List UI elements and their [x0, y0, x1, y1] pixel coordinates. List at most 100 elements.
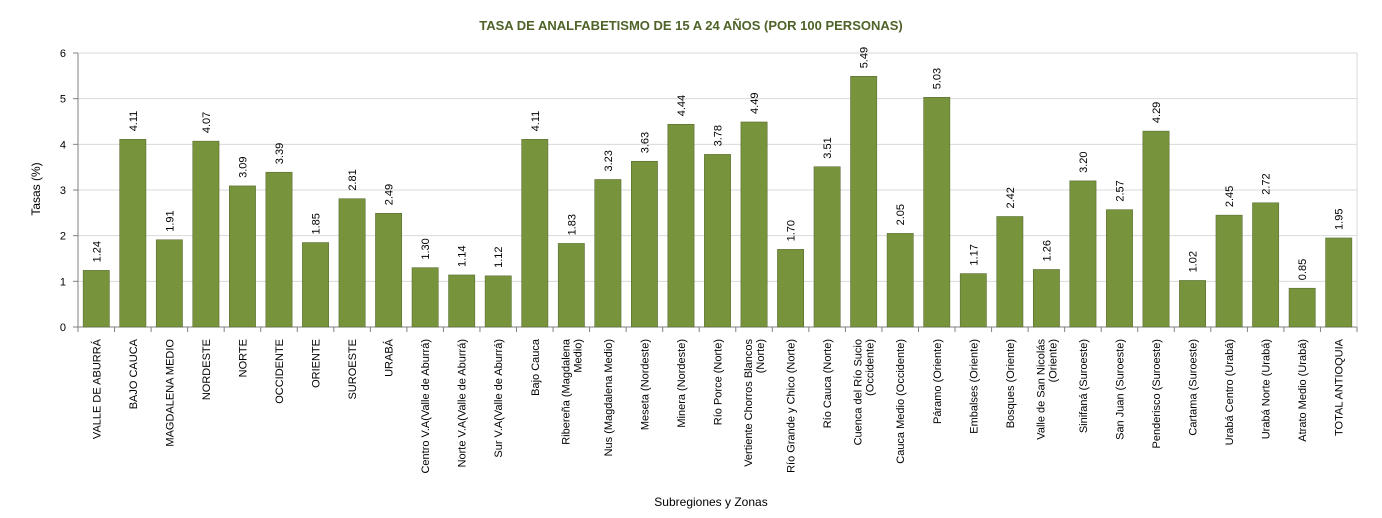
category-label: San Juan (Suroeste) [1114, 339, 1126, 440]
bar [704, 154, 731, 328]
data-label: 5.03 [932, 68, 944, 89]
category-label-line: BAJO CAUCA [128, 338, 140, 409]
category-label: TOTAL ANTIOQUIA [1334, 338, 1346, 436]
category-label-line: San Juan (Suroeste) [1114, 339, 1126, 440]
data-label: 4.11 [128, 111, 140, 132]
chart-title: TASA DE ANALFABETISMO DE 15 A 24 AÑOS (P… [479, 18, 903, 33]
y-tick-label: 1 [60, 276, 66, 288]
bar [338, 198, 366, 328]
y-tick-label: 5 [60, 94, 66, 106]
category-label-line: Sinifaná (Suroeste) [1078, 339, 1090, 433]
data-label: 1.70 [786, 220, 798, 241]
category-label: Río Grande y Chico (Norte) [786, 339, 798, 473]
data-label: 5.49 [859, 47, 871, 68]
category-label: Bosques (Oriente) [1005, 339, 1017, 428]
bar [192, 140, 220, 328]
category-label-line: Meseta (Nordeste) [639, 339, 651, 430]
bar [1288, 287, 1316, 328]
category-label: BAJO CAUCA [128, 338, 140, 409]
data-label: 2.05 [895, 204, 907, 225]
category-label-line: URABÁ [383, 338, 396, 377]
bar [631, 160, 658, 328]
category-label: Bajo Cauca [530, 338, 542, 396]
data-label: 3.39 [274, 143, 286, 164]
bar [82, 270, 110, 328]
category-label-line: Norte V.A(Valle de Aburrá) [457, 339, 469, 467]
category-label-line: Cauca Medio (Occidente) [895, 339, 907, 464]
data-label: 4.44 [676, 95, 688, 116]
data-label: 3.20 [1078, 151, 1090, 172]
bar [484, 275, 512, 328]
bar [155, 239, 183, 328]
category-label: Río Cauca (Norte) [822, 339, 834, 428]
bar [1142, 130, 1170, 328]
bar [850, 76, 878, 328]
data-label: 2.81 [347, 169, 359, 190]
data-label: 1.17 [968, 244, 980, 265]
category-label-line: ORIENTE [311, 339, 323, 388]
data-label: 1.26 [1041, 240, 1053, 261]
category-label-line: (Occidente) [865, 339, 877, 396]
category-label: Meseta (Nordeste) [639, 339, 651, 430]
category-label-line: Minera (Nordeste) [676, 339, 688, 428]
category-label-line: Urabá Norte (Urabá) [1261, 339, 1273, 439]
data-label: 2.42 [1005, 187, 1017, 208]
category-label: NORDESTE [201, 339, 213, 400]
bar [1106, 209, 1133, 328]
category-label-line: Urabá Centro (Urabá) [1224, 339, 1236, 445]
category-label-line: Río Porce (Norte) [713, 339, 725, 425]
data-label: 3.78 [713, 125, 725, 146]
bar [740, 121, 768, 328]
data-label: 0.85 [1297, 259, 1309, 280]
bar [229, 185, 256, 328]
value-labels: 1.24 4.11 1.91 4.07 3.09 3.39 1.85 2.81 2.49 1.30… [91, 47, 1345, 280]
data-label: 1.24 [91, 241, 103, 262]
bar [813, 166, 841, 328]
bar [448, 274, 476, 328]
category-label: Embalses (Oriente) [968, 339, 980, 434]
data-label: 4.49 [749, 93, 761, 114]
bar [521, 139, 549, 328]
category-label-line: NORTE [237, 339, 249, 377]
data-label: 2.49 [384, 184, 396, 205]
category-label: Nus (Magdalena Medio) [603, 339, 615, 456]
category-label: Cartama (Suroeste) [1188, 339, 1200, 436]
data-label: 2.45 [1224, 186, 1236, 207]
y-tick-label: 2 [60, 231, 66, 243]
x-axis-title: Subregiones y Zonas [654, 495, 767, 509]
category-label-line: TOTAL ANTIOQUIA [1334, 338, 1346, 436]
bar [411, 267, 439, 328]
data-label: 1.30 [420, 238, 432, 259]
category-label: Minera (Nordeste) [676, 339, 688, 428]
category-label: Páramo (Oriente) [932, 339, 944, 424]
bar [1325, 237, 1353, 328]
category-label-line: Centro V.A(Valle de Aburrá) [420, 339, 432, 474]
bar [265, 171, 293, 328]
category-label-line: Nus (Magdalena Medio) [603, 339, 615, 456]
category-label: ORIENTE [311, 339, 323, 388]
category-label-line: Río Cauca (Norte) [822, 339, 834, 428]
data-label: 2.72 [1261, 173, 1273, 194]
category-label: Centro V.A(Valle de Aburrá) [420, 339, 432, 474]
category-label-line: Ribereña (Magdalena [560, 338, 572, 445]
bar [594, 179, 622, 328]
bar [1179, 280, 1206, 328]
data-label: 1.95 [1334, 209, 1346, 230]
category-label-line: (Oriente) [1047, 339, 1059, 382]
category-label-line: Bajo Cauca [530, 338, 542, 396]
bar [1069, 180, 1097, 328]
category-label: Valle de San Nicolás (Oriente) [1035, 339, 1059, 440]
category-label-line: Valle de San Nicolás [1035, 339, 1047, 440]
category-label: Ribereña (Magdalena Medio) [560, 338, 584, 445]
y-axis-title: Tasas (%) [29, 162, 43, 215]
data-label: 2.57 [1114, 180, 1126, 201]
category-label-line: Embalses (Oriente) [968, 339, 980, 434]
bar [375, 213, 403, 328]
bar [1215, 214, 1243, 328]
category-label-line: SUROESTE [347, 339, 359, 400]
category-label: Río Porce (Norte) [713, 339, 725, 425]
category-label-line: Páramo (Oriente) [932, 339, 944, 424]
category-label-line: OCCIDENTE [274, 339, 286, 404]
data-label: 1.83 [566, 214, 578, 235]
